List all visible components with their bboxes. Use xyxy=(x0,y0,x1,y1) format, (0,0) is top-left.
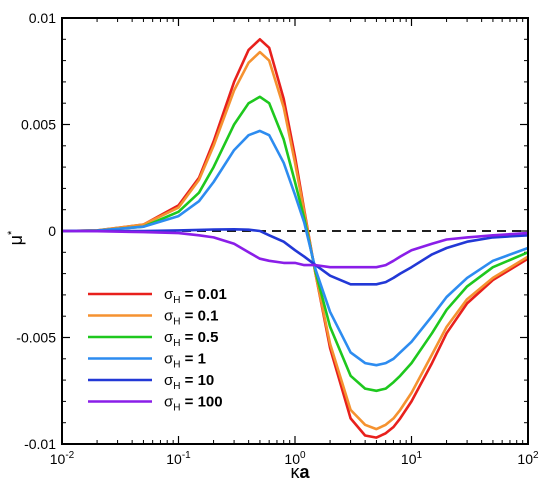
x-tick-label: 10-1 xyxy=(166,450,191,467)
legend-entry: σH = 1 xyxy=(164,351,206,371)
x-axis-label: κa xyxy=(290,462,310,482)
x-tick-label: 100 xyxy=(284,450,306,467)
series-line xyxy=(61,229,529,269)
series-lines xyxy=(61,37,529,439)
y-axis-label-star: * xyxy=(6,230,18,235)
legend-entry: σH = 100 xyxy=(164,394,223,414)
x-tick-label: 101 xyxy=(401,450,423,467)
y-axis-label: μ* xyxy=(6,230,26,245)
legend-entry: σH = 0.1 xyxy=(164,308,218,328)
y-tick-label: 0 xyxy=(48,223,56,239)
legend-entry: σH = 10 xyxy=(164,372,214,392)
x-tick-label: 10-2 xyxy=(50,450,75,467)
series-line xyxy=(61,50,529,431)
y-tick-label: -0.005 xyxy=(16,330,56,346)
y-tick-labels: 0.01 0.005 0 -0.005 -0.01 xyxy=(16,10,56,452)
legend-entry: σH = 0.01 xyxy=(164,286,227,306)
plot-frame xyxy=(61,17,529,445)
x-axis-label-a: a xyxy=(299,462,310,482)
x-tick-labels: 10-2 10-1 100 101 102 xyxy=(50,450,539,467)
legend-entry: σH = 0.5 xyxy=(164,329,218,349)
y-tick-label: 0.01 xyxy=(29,10,56,26)
x-tick-label: 102 xyxy=(517,450,539,467)
series-line xyxy=(61,129,529,367)
y-axis-label-mu: μ xyxy=(6,235,26,245)
x-axis-label-kappa: κ xyxy=(290,462,300,482)
y-tick-label: 0.005 xyxy=(21,117,56,133)
y-tick-label: -0.01 xyxy=(24,436,56,452)
